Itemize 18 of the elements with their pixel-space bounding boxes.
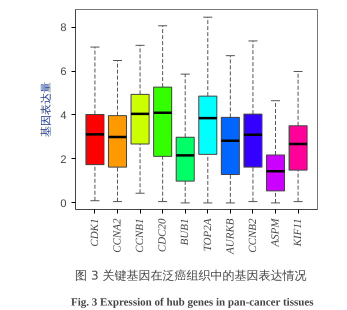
- x-tick-label: KIF11: [292, 218, 304, 248]
- y-tick-label: 0: [60, 198, 67, 210]
- x-tick-label: ASPM: [270, 218, 282, 248]
- x-tick-label: TOP2A: [202, 218, 214, 252]
- y-tick-label: 2: [60, 154, 67, 166]
- x-tick-label: CCNB2: [246, 218, 259, 253]
- x-tick-label: CDK1: [88, 218, 101, 247]
- x-tick-label: CCNA2: [111, 218, 124, 253]
- x-tick-label: BUB1: [179, 218, 192, 246]
- x-tick-label: CCNB1: [134, 218, 146, 253]
- y-tick-label: 4: [60, 110, 67, 122]
- y-tick-label: 8: [60, 22, 67, 34]
- caption: Fig. 3 Expression of hub genes in pan-cancer tissues: [71, 296, 314, 308]
- x-tick-label: CDC20: [156, 218, 169, 252]
- caption: 图 3 关键基因在泛癌组织中的基因表达情况: [75, 268, 306, 282]
- y-tick-label: 6: [60, 66, 67, 78]
- x-tick-label: AURKB: [224, 218, 236, 255]
- y-axis-title: 基因表达量: [39, 82, 52, 137]
